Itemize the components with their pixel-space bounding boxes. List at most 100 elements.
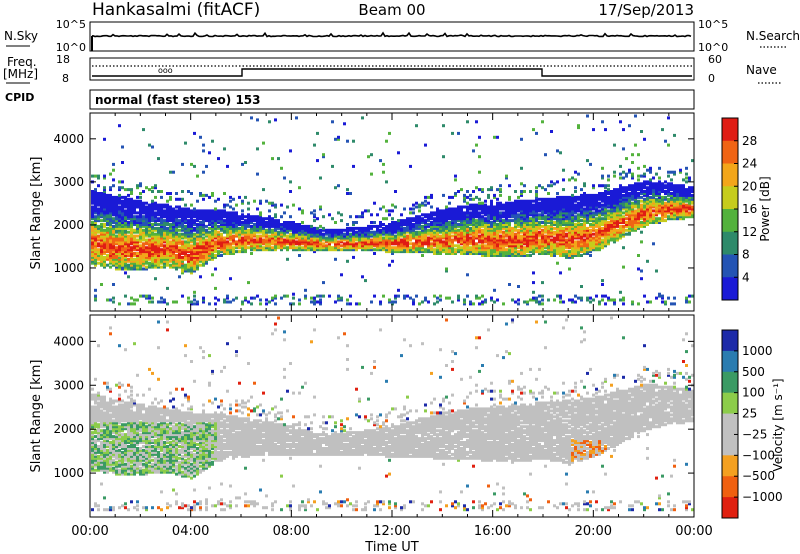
power-cell	[610, 195, 613, 199]
power-cell	[94, 257, 97, 261]
power-cell	[565, 240, 568, 244]
power-cell	[211, 234, 214, 238]
power-cell	[388, 213, 391, 217]
power-cell	[580, 242, 583, 246]
power-cell	[187, 259, 190, 263]
power-cell	[460, 205, 463, 209]
power-cell	[223, 298, 226, 302]
power-cell	[382, 248, 385, 252]
power-cell	[115, 215, 118, 219]
power-cell	[307, 224, 310, 228]
power-cell	[625, 188, 628, 192]
power-cell	[331, 228, 334, 232]
power-cell	[526, 300, 529, 304]
power-cell	[604, 236, 607, 240]
power-cell	[211, 221, 214, 224]
power-cell	[334, 242, 337, 246]
power-cell	[562, 226, 565, 230]
power-cell	[532, 228, 535, 232]
power-cell	[325, 246, 328, 250]
power-cell	[319, 294, 322, 298]
power-cell	[274, 238, 277, 242]
power-cell	[619, 217, 622, 221]
power-cell	[130, 248, 133, 252]
power-cell	[571, 197, 574, 201]
power-cell	[574, 254, 577, 257]
power-cell	[154, 250, 157, 254]
power-cell	[598, 213, 601, 217]
power-cell	[487, 230, 490, 234]
power-cell	[571, 211, 574, 215]
power-cell	[211, 273, 214, 277]
power-cell	[154, 248, 157, 252]
power-cell	[484, 203, 487, 207]
power-cell	[472, 252, 475, 255]
power-cell	[511, 219, 514, 223]
power-cell	[430, 223, 433, 226]
power-cell	[337, 296, 340, 300]
power-cell	[481, 238, 484, 242]
power-cell	[271, 221, 274, 224]
power-cell	[307, 238, 310, 242]
power-cell	[541, 207, 544, 211]
power-cell	[322, 215, 325, 219]
power-cell	[604, 302, 607, 306]
power-cell	[535, 228, 538, 232]
power-cell	[436, 300, 439, 304]
power-cell	[505, 215, 508, 219]
power-cell	[97, 248, 100, 252]
power-cell	[595, 195, 598, 199]
power-cell	[643, 294, 646, 298]
power-cell	[496, 230, 499, 234]
power-cell	[163, 250, 166, 254]
power-cell	[451, 300, 454, 304]
power-cell	[622, 197, 625, 201]
power-cell	[616, 197, 619, 201]
power-cell	[214, 240, 217, 244]
power-cell	[205, 211, 208, 215]
power-cell	[103, 223, 106, 226]
power-cell	[421, 248, 424, 252]
power-cell	[127, 221, 130, 224]
power-cell	[364, 238, 367, 242]
power-cell	[409, 224, 412, 228]
power-cell	[601, 199, 604, 203]
power-cell	[169, 192, 172, 195]
power-cell	[535, 236, 538, 240]
power-cell	[217, 246, 220, 250]
power-cell	[109, 224, 112, 228]
power-cell	[451, 226, 454, 230]
power-cell	[592, 226, 595, 230]
power-cell	[262, 238, 265, 242]
power-cell	[625, 190, 628, 193]
power-cell	[508, 195, 511, 199]
power-cell	[211, 226, 214, 230]
power-cell	[268, 234, 271, 238]
power-cell	[115, 195, 118, 199]
power-cell	[163, 244, 166, 248]
power-cell	[556, 252, 559, 255]
power-cell	[148, 213, 151, 217]
power-cell	[337, 135, 340, 139]
power-cell	[478, 228, 481, 232]
power-cell	[130, 250, 133, 254]
power-cell	[139, 261, 142, 265]
power-cell	[430, 213, 433, 217]
power-cell	[205, 238, 208, 242]
power-cell	[301, 240, 304, 244]
power-cell	[121, 223, 124, 226]
power-cell	[532, 230, 535, 234]
power-cell	[307, 236, 310, 240]
power-cell	[160, 252, 163, 255]
power-cell	[181, 209, 184, 213]
power-cell	[520, 226, 523, 230]
power-cell	[433, 223, 436, 226]
power-cell	[235, 217, 238, 221]
power-cell	[199, 275, 202, 279]
power-cell	[589, 199, 592, 203]
power-cell	[514, 250, 517, 254]
power-cell	[148, 254, 151, 257]
power-cell	[478, 207, 481, 211]
power-cell	[481, 211, 484, 215]
